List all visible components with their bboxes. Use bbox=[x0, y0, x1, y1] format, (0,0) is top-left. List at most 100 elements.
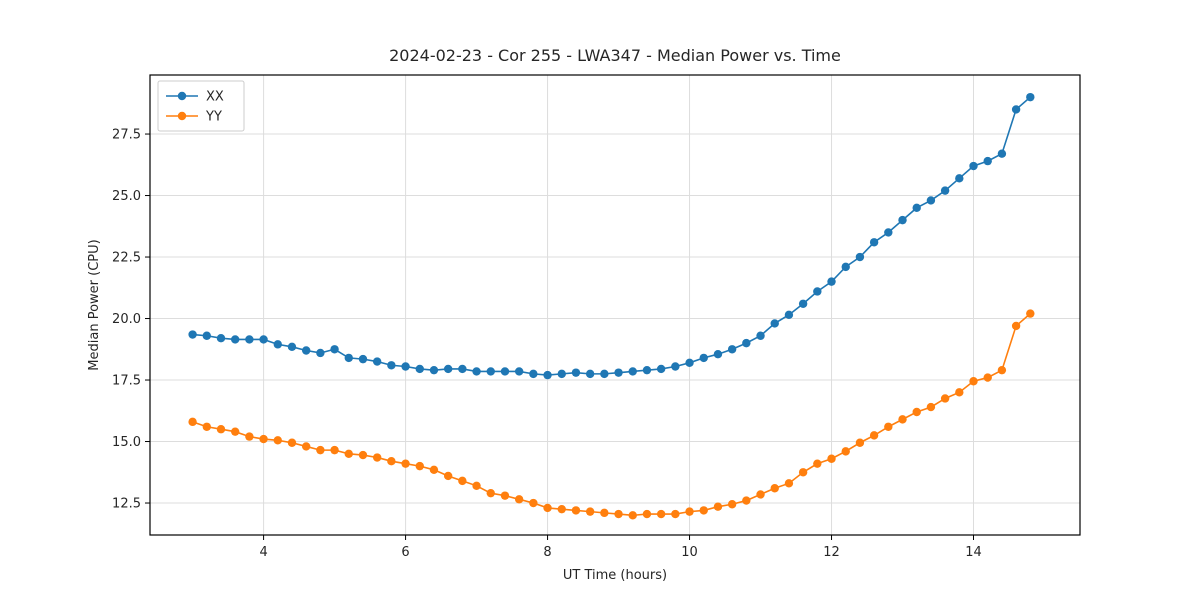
data-point-xx bbox=[926, 196, 936, 205]
data-point-yy bbox=[770, 484, 779, 493]
data-point-xx bbox=[557, 369, 566, 379]
data-point-yy bbox=[827, 454, 836, 463]
data-point-xx bbox=[259, 335, 268, 344]
data-point-yy bbox=[699, 506, 708, 515]
data-point-yy bbox=[230, 427, 240, 436]
data-point-yy bbox=[429, 465, 439, 475]
data-point-xx bbox=[798, 299, 808, 308]
x-tick-label: 12 bbox=[823, 545, 840, 560]
y-tick-label: 20.0 bbox=[112, 312, 141, 327]
data-point-xx bbox=[841, 262, 850, 272]
data-point-yy bbox=[884, 422, 893, 431]
data-point-xx bbox=[898, 215, 907, 225]
data-point-xx bbox=[529, 369, 538, 379]
data-point-xx bbox=[884, 228, 893, 237]
data-point-yy bbox=[344, 449, 353, 459]
legend-label-yy: YY bbox=[205, 110, 222, 125]
data-point-yy bbox=[415, 461, 424, 471]
data-point-yy bbox=[188, 417, 197, 427]
data-point-yy bbox=[784, 479, 794, 488]
data-point-yy bbox=[245, 432, 254, 441]
data-point-xx bbox=[245, 335, 254, 344]
data-point-yy bbox=[330, 445, 339, 455]
y-tick-label: 15.0 bbox=[112, 435, 141, 450]
data-point-yy bbox=[742, 496, 751, 505]
data-point-xx bbox=[628, 367, 637, 376]
data-point-yy bbox=[727, 500, 737, 509]
data-point-xx bbox=[401, 362, 410, 371]
data-point-xx bbox=[869, 238, 879, 247]
data-point-yy bbox=[458, 476, 467, 486]
series-line-yy bbox=[192, 313, 1031, 517]
data-point-xx bbox=[742, 338, 751, 348]
data-point-xx bbox=[202, 331, 211, 340]
data-point-yy bbox=[557, 504, 566, 514]
plot-frame bbox=[149, 74, 1081, 536]
data-point-xx bbox=[230, 335, 240, 344]
data-point-yy bbox=[571, 506, 581, 515]
data-point-xx bbox=[969, 161, 978, 171]
data-point-yy bbox=[1011, 321, 1021, 331]
legend-marker-xx bbox=[177, 91, 187, 101]
data-point-xx bbox=[614, 368, 623, 377]
y-tick-label: 17.5 bbox=[112, 374, 141, 389]
data-point-yy bbox=[841, 447, 850, 456]
data-point-xx bbox=[642, 365, 652, 375]
series-line-xx bbox=[192, 96, 1031, 376]
data-point-yy bbox=[514, 495, 524, 504]
data-point-yy bbox=[685, 507, 694, 516]
data-point-xx bbox=[912, 203, 921, 213]
data-point-xx bbox=[855, 252, 865, 262]
data-point-xx bbox=[656, 364, 666, 374]
data-point-yy bbox=[273, 436, 282, 445]
data-point-yy bbox=[756, 490, 765, 499]
data-point-xx bbox=[770, 319, 779, 328]
legend-label-xx: XX bbox=[206, 90, 224, 105]
chart-title: 2024-02-23 - Cor 255 - LWA347 - Median P… bbox=[389, 46, 841, 65]
data-point-xx bbox=[344, 353, 353, 363]
x-tick-label: 4 bbox=[259, 545, 267, 560]
data-point-xx bbox=[387, 361, 396, 370]
y-tick-label: 12.5 bbox=[112, 497, 141, 512]
data-point-xx bbox=[1011, 105, 1021, 114]
data-point-yy bbox=[1026, 309, 1035, 318]
data-point-xx bbox=[500, 367, 510, 376]
data-point-yy bbox=[813, 459, 822, 468]
data-point-yy bbox=[955, 388, 964, 397]
data-point-xx bbox=[713, 349, 723, 359]
data-point-yy bbox=[869, 431, 879, 440]
data-point-yy bbox=[898, 415, 907, 424]
data-point-yy bbox=[926, 402, 936, 412]
data-point-xx bbox=[415, 364, 424, 374]
y-axis-label: Median Power (CPU) bbox=[87, 239, 102, 370]
data-point-xx bbox=[486, 367, 495, 376]
data-point-xx bbox=[472, 367, 481, 376]
data-point-xx bbox=[273, 340, 282, 349]
data-point-xx bbox=[955, 174, 964, 183]
x-tick-label: 6 bbox=[401, 545, 409, 560]
data-point-xx bbox=[671, 362, 680, 371]
data-point-yy bbox=[287, 438, 297, 447]
legend-marker-yy bbox=[177, 111, 187, 121]
data-point-xx bbox=[727, 345, 737, 354]
data-point-xx bbox=[458, 364, 467, 374]
data-point-xx bbox=[813, 287, 822, 296]
data-point-xx bbox=[940, 186, 950, 195]
data-point-yy bbox=[614, 509, 623, 519]
data-point-yy bbox=[543, 503, 552, 513]
data-point-xx bbox=[983, 156, 992, 166]
data-point-xx bbox=[784, 310, 794, 320]
data-point-xx bbox=[543, 370, 552, 380]
data-point-yy bbox=[940, 394, 950, 403]
data-point-xx bbox=[188, 330, 197, 339]
data-point-yy bbox=[472, 481, 481, 491]
data-point-xx bbox=[571, 368, 581, 377]
data-point-yy bbox=[656, 509, 666, 519]
data-point-xx bbox=[372, 357, 382, 366]
data-point-yy bbox=[628, 511, 637, 520]
data-point-xx bbox=[358, 354, 368, 364]
data-point-yy bbox=[500, 491, 510, 500]
x-tick-label: 14 bbox=[965, 545, 982, 560]
